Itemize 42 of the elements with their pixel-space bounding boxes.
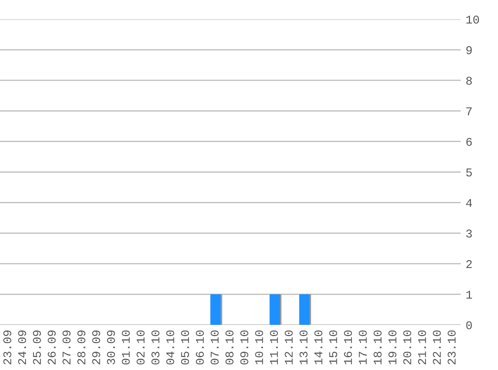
x-tick-label: 12.10	[284, 330, 293, 364]
x-tick-label: 30.09	[106, 330, 115, 364]
x-tick-label: 28.09	[77, 330, 86, 364]
x-tick-label: 11.10	[270, 330, 278, 364]
x-tick-label: 29.09	[92, 330, 100, 364]
x-tick-label: 05.10	[181, 330, 190, 364]
x-tick-label: 03.10	[151, 330, 160, 364]
x-tick-label: 20.10	[403, 330, 412, 364]
x-tick-label: 19.10	[388, 330, 396, 364]
y-tick-label: 6	[466, 138, 472, 146]
x-tick-label: 14.10	[314, 330, 322, 364]
x-tick-label: 08.10	[225, 330, 234, 364]
y-tick-label: 0	[466, 321, 472, 330]
x-tick-label: 04.10	[166, 330, 174, 364]
x-tick-label: 23.09	[3, 330, 12, 364]
x-tick-label: 09.10	[240, 330, 248, 364]
y-tick-label: 7	[466, 107, 472, 116]
x-tick-label: 27.09	[62, 330, 71, 364]
x-tick-label: 22.10	[432, 330, 441, 364]
x-tick-label: 26.09	[48, 330, 56, 364]
y-tick-label: 9	[466, 46, 472, 54]
x-tick-label: 21.10	[418, 330, 426, 364]
x-tick-label: 15.10	[329, 330, 338, 364]
x-tick-label: 10.10	[255, 330, 264, 364]
y-tick-label: 5	[466, 168, 472, 176]
x-tick-label: 16.10	[344, 330, 352, 364]
y-tick-label: 8	[466, 76, 472, 85]
y-tick-label: 10	[466, 16, 479, 24]
x-tick-label: 13.10	[300, 330, 308, 364]
x-tick-label: 24.09	[18, 330, 26, 364]
y-tick-label: 1	[466, 290, 472, 299]
x-tick-label: 17.10	[358, 330, 367, 364]
x-tick-label: 07.10	[210, 330, 219, 364]
x-tick-label: 18.10	[374, 330, 382, 364]
x-tick-label: 06.10	[196, 330, 204, 364]
y-tick-label: 3	[466, 230, 472, 238]
x-tick-label: 23.10	[448, 330, 456, 364]
x-tick-label: 25.09	[32, 330, 41, 364]
y-tick-label: 4	[466, 199, 472, 207]
x-tick-label: 02.10	[136, 330, 145, 364]
y-tick-label: 2	[466, 260, 472, 268]
x-tick-label: 01.10	[122, 330, 130, 364]
